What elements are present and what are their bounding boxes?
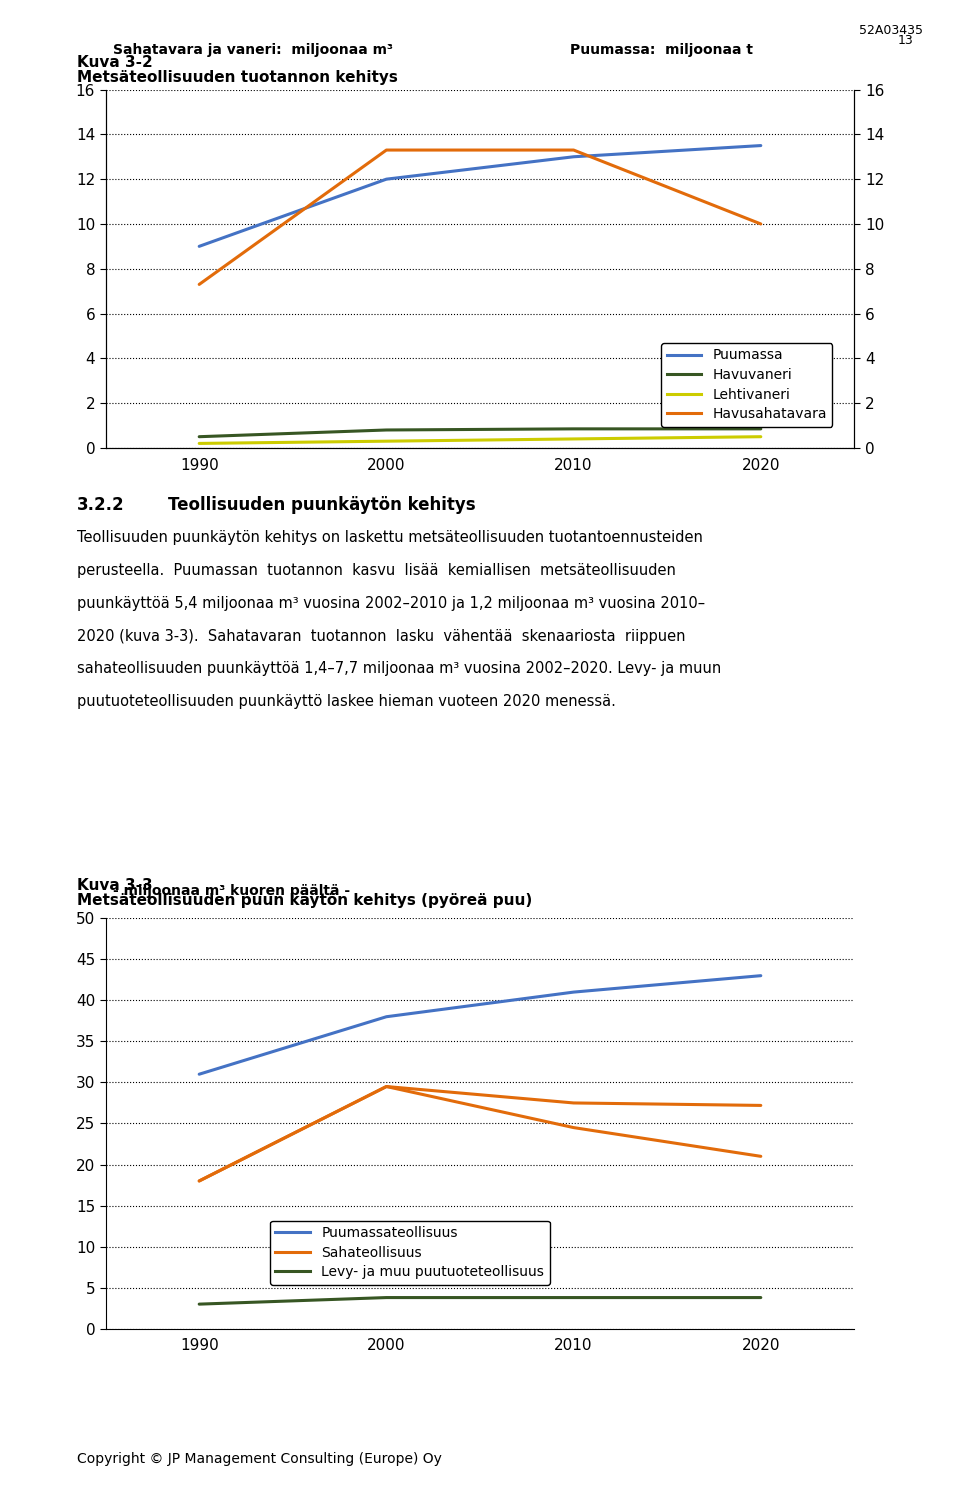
Text: sahateollisuuden puunkäyttöä 1,4–7,7 miljoonaa m³ vuosina 2002–2020. Levy- ja mu: sahateollisuuden puunkäyttöä 1,4–7,7 mil…	[77, 661, 721, 676]
Text: Metsäteollisuuden puun käytön kehitys (pyöreä puu): Metsäteollisuuden puun käytön kehitys (p…	[77, 893, 532, 908]
Text: 3.2.2: 3.2.2	[77, 496, 125, 514]
Text: 13: 13	[898, 34, 913, 48]
Sahateollisuus	[755, 1096, 766, 1114]
Text: Kuva 3-3: Kuva 3-3	[77, 878, 153, 893]
Text: Teollisuuden puunkäytön kehitys: Teollisuuden puunkäytön kehitys	[168, 496, 475, 514]
Legend: Puumassa, Havuvaneri, Lehtivaneri, Havusahatavara: Puumassa, Havuvaneri, Lehtivaneri, Havus…	[661, 343, 832, 427]
Text: Puumassa:  miljoonaa t: Puumassa: miljoonaa t	[570, 43, 753, 57]
Levy- ja muu puutuoteteollisuus	[381, 1288, 393, 1306]
Text: 52A03435: 52A03435	[859, 24, 924, 37]
Line: Puumassateollisuus: Puumassateollisuus	[199, 976, 760, 1075]
Text: Teollisuuden puunkäytön kehitys on laskettu metsäteollisuuden tuotantoennusteide: Teollisuuden puunkäytön kehitys on laske…	[77, 530, 703, 545]
Text: puutuoteteollisuuden puunkäyttö laskee hieman vuoteen 2020 menessä.: puutuoteteollisuuden puunkäyttö laskee h…	[77, 694, 615, 709]
Levy- ja muu puutuoteteollisuus	[755, 1288, 766, 1306]
Line: Levy- ja muu puutuoteteollisuus: Levy- ja muu puutuoteteollisuus	[199, 1297, 760, 1305]
Levy- ja muu puutuoteteollisuus	[193, 1294, 204, 1314]
Text: - miljoonaa m³ kuoren päältä -: - miljoonaa m³ kuoren päältä -	[113, 884, 350, 897]
Legend: Puumassateollisuus, Sahateollisuus, Levy- ja muu puutuoteteollisuus: Puumassateollisuus, Sahateollisuus, Levy…	[270, 1221, 550, 1285]
Text: Metsäteollisuuden tuotannon kehitys: Metsäteollisuuden tuotannon kehitys	[77, 70, 397, 85]
Puumassateollisuus	[381, 1008, 393, 1026]
Puumassateollisuus	[755, 967, 766, 985]
Text: perusteella.  Puumassan  tuotannon  kasvu  lisää  kemiallisen  metsäteollisuuden: perusteella. Puumassan tuotannon kasvu l…	[77, 563, 676, 578]
Levy- ja muu puutuoteteollisuus	[567, 1288, 579, 1306]
Puumassateollisuus	[193, 1066, 204, 1084]
Text: puunkäyttöä 5,4 miljoonaa m³ vuosina 2002–2010 ja 1,2 miljoonaa m³ vuosina 2010–: puunkäyttöä 5,4 miljoonaa m³ vuosina 200…	[77, 596, 705, 611]
Text: Kuva 3-2: Kuva 3-2	[77, 55, 153, 70]
Text: Copyright © JP Management Consulting (Europe) Oy: Copyright © JP Management Consulting (Eu…	[77, 1453, 442, 1466]
Puumassateollisuus	[567, 982, 579, 1000]
Text: Sahatavara ja vaneri:  miljoonaa m³: Sahatavara ja vaneri: miljoonaa m³	[113, 43, 393, 57]
Sahateollisuus	[567, 1094, 579, 1112]
Sahateollisuus	[193, 1172, 204, 1190]
Text: 2020 (kuva 3-3).  Sahatavaran  tuotannon  lasku  vähentää  skenaariosta  riippue: 2020 (kuva 3-3). Sahatavaran tuotannon l…	[77, 629, 685, 643]
Line: Sahateollisuus: Sahateollisuus	[199, 1087, 760, 1181]
Sahateollisuus	[381, 1078, 393, 1096]
